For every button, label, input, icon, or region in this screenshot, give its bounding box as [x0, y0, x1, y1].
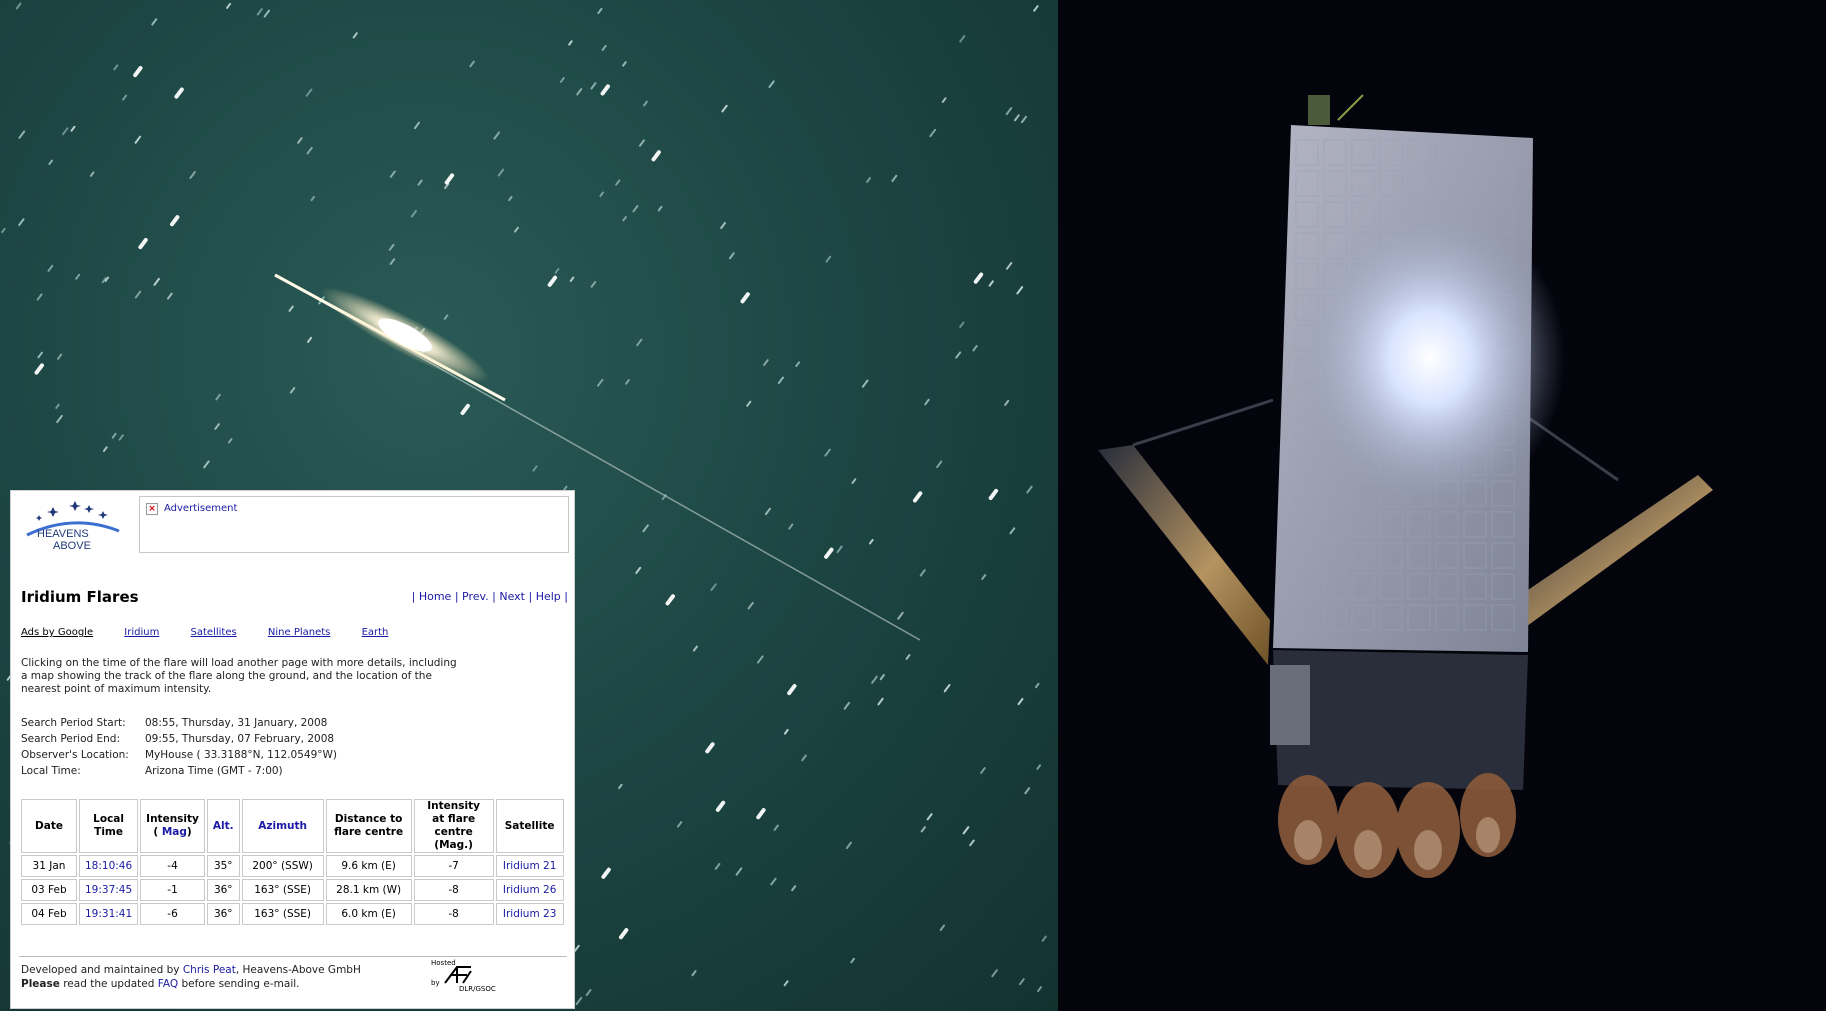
- intro-text: Clicking on the time of the flare will l…: [21, 657, 457, 695]
- nav-help-link[interactable]: Help: [535, 590, 561, 603]
- table-row: 31 Jan 18:10:46 -4 35° 200° (SSW) 9.6 km…: [21, 855, 564, 877]
- col-distance: Distance to flare centre: [325, 799, 412, 853]
- col-local-time: Local Time: [79, 799, 139, 853]
- param-row: Observer's Location: MyHouse ( 33.3188°N,…: [21, 749, 337, 761]
- param-row: Search Period Start: 08:55, Thursday, 31 …: [21, 717, 328, 729]
- top-nav: | Home | Prev. | Next | Help |: [411, 590, 568, 603]
- col-azimuth[interactable]: Azimuth: [241, 799, 324, 853]
- heavens-above-page: HEAVENS ABOVE × Advertisement Iridium Fl…: [10, 490, 575, 1009]
- ads-by-google-link[interactable]: Ads by Google: [21, 627, 94, 638]
- param-row: Search Period End: 09:55, Thursday, 07 Fe…: [21, 733, 335, 745]
- author-link[interactable]: Chris Peat: [182, 964, 236, 976]
- col-intensity[interactable]: Intensity( Mag): [140, 799, 205, 853]
- iridium-satellite-photo: [1058, 0, 1826, 1011]
- satellite-link[interactable]: Iridium 21: [495, 855, 564, 877]
- broken-image-icon: ×: [146, 503, 158, 515]
- dlr-gsoc-logo[interactable]: Hosted by DLR/GSOC: [431, 959, 496, 993]
- page-title: Iridium Flares: [21, 588, 139, 606]
- satellite-link[interactable]: Iridium 26: [495, 879, 564, 901]
- faq-link[interactable]: FAQ: [157, 978, 179, 990]
- table-header-row: Date Local Time Intensity( Mag) Alt. Azi…: [21, 799, 564, 853]
- col-satellite: Satellite: [495, 799, 564, 853]
- svg-text:HEAVENS: HEAVENS: [37, 528, 89, 540]
- flare-time-link[interactable]: 18:10:46: [79, 855, 139, 877]
- table-row: 03 Feb 19:37:45 -1 36° 163° (SSE) 28.1 k…: [21, 879, 564, 901]
- ad-link-iridium[interactable]: Iridium: [124, 627, 160, 638]
- footer-divider: [19, 956, 567, 957]
- table-row: 04 Feb 19:31:41 -6 36° 163° (SSE) 6.0 km…: [21, 903, 564, 925]
- nav-home-link[interactable]: Home: [418, 590, 452, 603]
- svg-text:ABOVE: ABOVE: [53, 540, 91, 552]
- nav-next-link[interactable]: Next: [499, 590, 525, 603]
- ad-label[interactable]: Advertisement: [164, 503, 238, 514]
- ad-links: Ads by Google Iridium Satellites Nine Pl…: [21, 627, 416, 638]
- param-row: Local Time: Arizona Time (GMT - 7:00): [21, 765, 283, 777]
- search-parameters: Search Period Start: 08:55, Thursday, 31 …: [21, 715, 337, 779]
- satellite-link[interactable]: Iridium 23: [495, 903, 564, 925]
- flares-table: Date Local Time Intensity( Mag) Alt. Azi…: [19, 797, 566, 927]
- ad-link-satellites[interactable]: Satellites: [190, 627, 237, 638]
- flare-time-link[interactable]: 19:31:41: [79, 903, 139, 925]
- ad-link-nine-planets[interactable]: Nine Planets: [267, 627, 331, 638]
- dlr-icon: [444, 966, 472, 984]
- col-date: Date: [21, 799, 77, 853]
- flare-time-link[interactable]: 19:37:45: [79, 879, 139, 901]
- nav-prev-link[interactable]: Prev.: [462, 590, 489, 603]
- footer: Developed and maintained by Chris Peat, …: [21, 964, 361, 990]
- satellite-illustration: [1098, 94, 1713, 878]
- flare-trail: [274, 273, 921, 641]
- col-intensity-centre: Intensity at flare centre (Mag.): [413, 799, 494, 853]
- ad-link-earth[interactable]: Earth: [361, 627, 389, 638]
- heavens-above-logo[interactable]: HEAVENS ABOVE: [23, 491, 123, 555]
- night-sky-photo: HEAVENS ABOVE × Advertisement Iridium Fl…: [0, 0, 1058, 1011]
- col-alt[interactable]: Alt.: [206, 799, 240, 853]
- ad-banner[interactable]: × Advertisement: [139, 496, 569, 553]
